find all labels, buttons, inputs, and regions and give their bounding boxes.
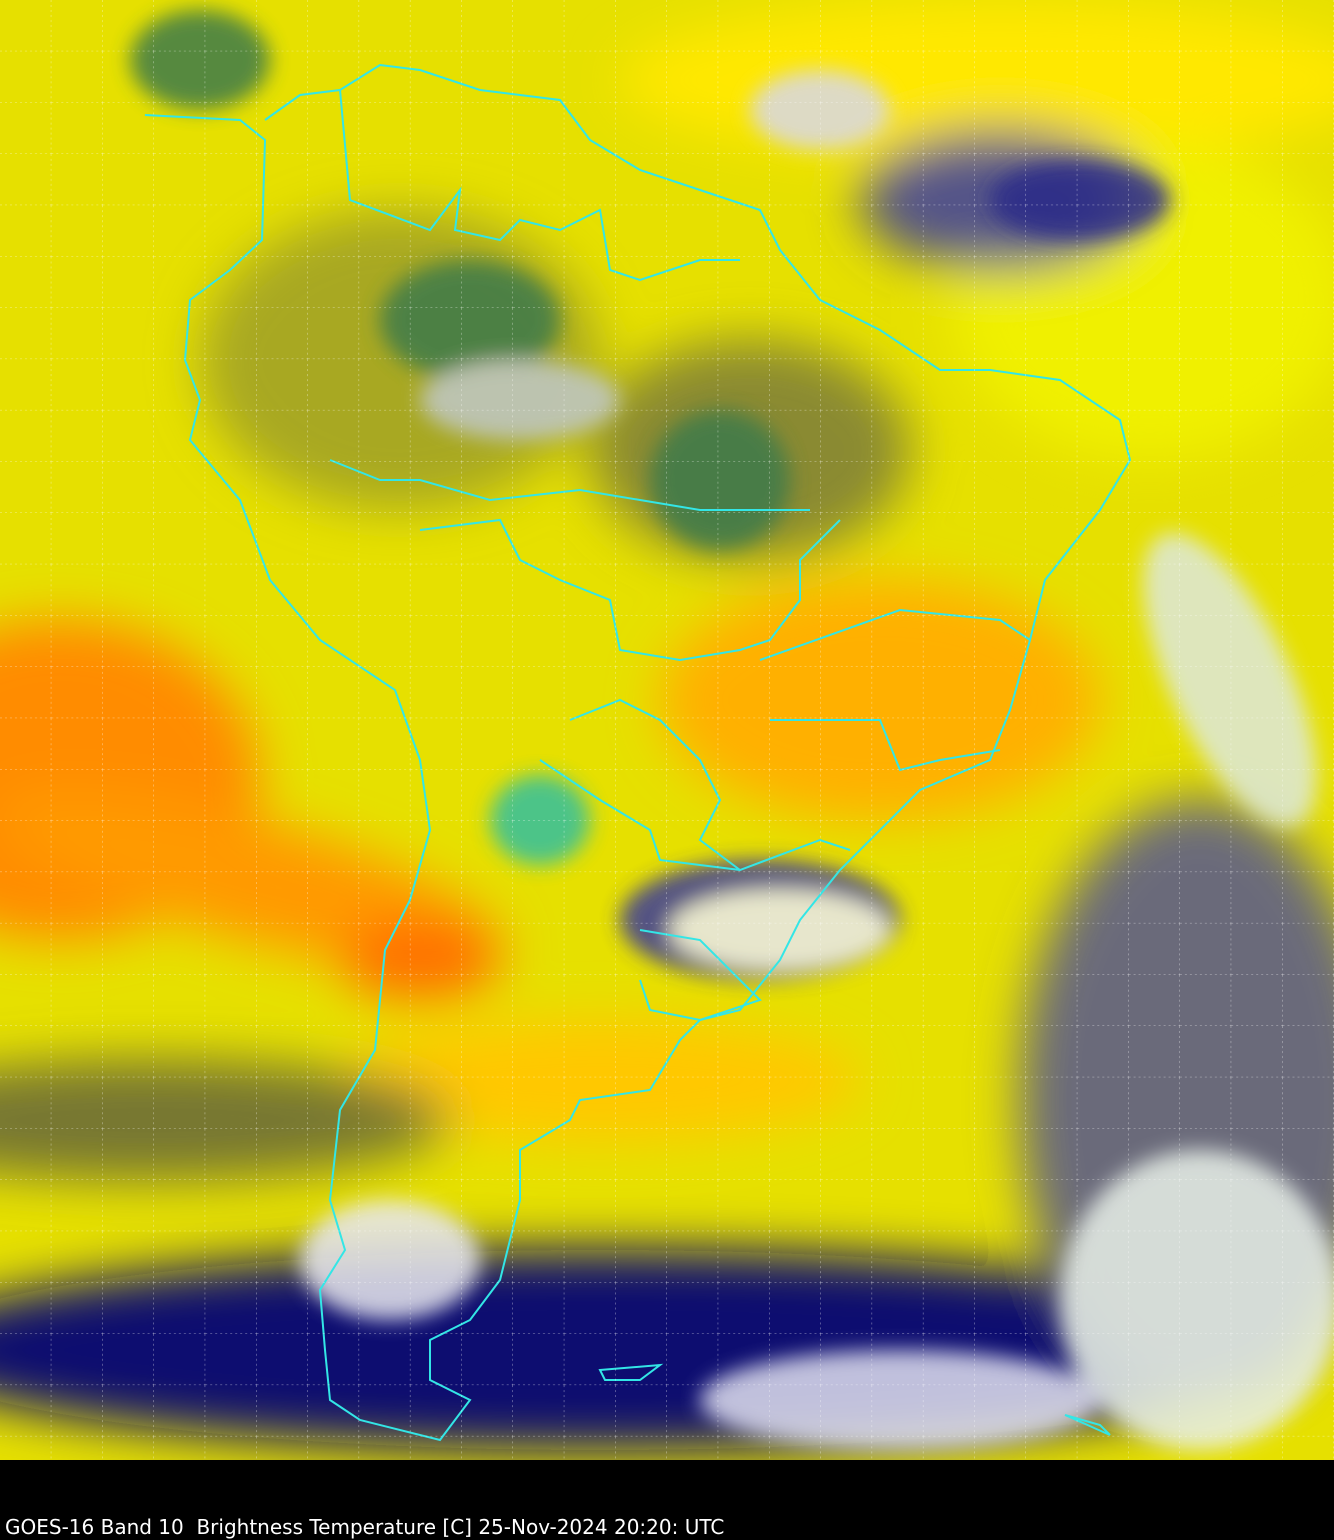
satellite-map bbox=[0, 0, 1334, 1460]
image-caption: GOES-16 Band 10 Brightness Temperature [… bbox=[5, 1515, 725, 1539]
caption-bar bbox=[0, 1460, 1334, 1540]
lat-lon-grid bbox=[0, 0, 1334, 1460]
